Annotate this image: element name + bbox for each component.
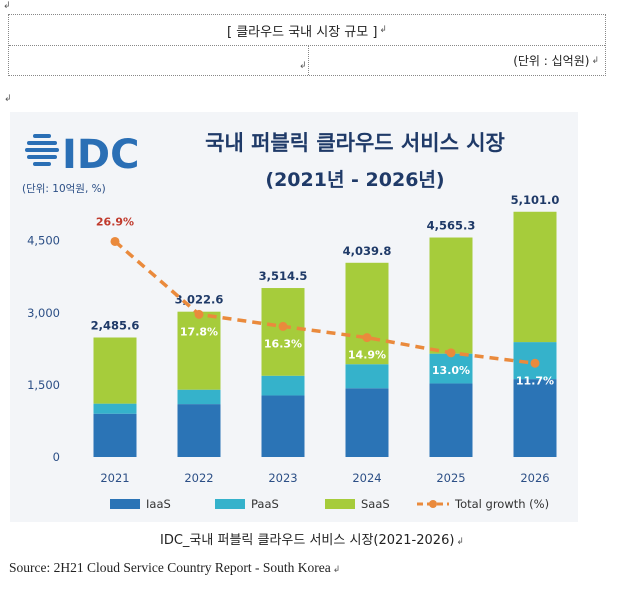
growth-point [194, 309, 204, 319]
source-line: Source: 2H21 Cloud Service Country Repor… [9, 560, 340, 576]
x-tick-label: 2021 [100, 471, 129, 485]
y-left-tick-label: 4,500 [27, 234, 60, 248]
table-title-cell: [ 클라우드 국내 시장 규모 ] ↲ [9, 15, 605, 46]
legend-growth-label: Total growth (%) [454, 497, 549, 511]
growth-label: 13.0% [432, 364, 470, 377]
x-tick-label: 2023 [268, 471, 297, 485]
legend-iaas-label: IaaS [146, 497, 171, 511]
idc-logo-stripe [25, 148, 59, 152]
bar-saas [261, 288, 305, 376]
growth-point [446, 348, 456, 358]
idc-logo-text: IDC [62, 132, 139, 178]
paragraph-mark: ↲ [379, 25, 387, 35]
x-tick-label: 2025 [436, 471, 465, 485]
growth-label: 14.9% [348, 349, 386, 362]
bar-total-label: 3,514.5 [259, 269, 308, 283]
idc-logo-stripe [33, 134, 51, 138]
legend-growth-marker [429, 500, 437, 508]
bar-saas [93, 337, 137, 404]
bar-total-label: 4,039.8 [343, 244, 392, 258]
y-left-tick-label: 1,500 [27, 378, 60, 392]
legend-paas-label: PaaS [251, 497, 279, 511]
growth-label: 16.3% [264, 337, 302, 350]
chart-svg: IDC 국내 퍼블릭 클라우드 서비스 시장 (2021년 - 2026년) (단위:… [22, 131, 601, 511]
bar-total-label: 5,101.0 [511, 193, 560, 207]
idc-logo-stripe [27, 155, 57, 159]
idc-chart-figure: IDC 국내 퍼블릭 클라우드 서비스 시장 (2021년 - 2026년) (단위:… [10, 112, 601, 522]
paragraph-mark: ↲ [4, 94, 12, 104]
growth-point [278, 321, 288, 331]
bar-iaas [345, 388, 389, 457]
legend-iaas-swatch [110, 499, 140, 509]
growth-label: 26.9% [96, 215, 134, 228]
table-title: [ 클라우드 국내 시장 규모 ] [227, 24, 378, 40]
bar-total-label: 2,485.6 [91, 319, 140, 333]
table-unit-cell: (단위 : 십억원) ↲ [309, 46, 605, 75]
bar-iaas [93, 413, 137, 457]
bar-iaas [261, 395, 305, 457]
idc-logo-stripe [33, 162, 51, 166]
bar-iaas [429, 383, 473, 457]
idc-logo-stripe [27, 141, 57, 145]
title-table: [ 클라우드 국내 시장 규모 ] ↲ ↲ (단위 : 십억원) ↲ [8, 14, 606, 76]
growth-point [110, 236, 120, 246]
bar-saas [513, 211, 557, 343]
source-text: Source: 2H21 Cloud Service Country Repor… [9, 560, 331, 575]
growth-label: 11.7% [516, 374, 554, 387]
bar-total-label: 3,022.6 [175, 293, 224, 307]
figure-caption: IDC_국내 퍼블릭 클라우드 서비스 시장(2021-2026) ↲ [0, 529, 624, 548]
x-tick-label: 2024 [352, 471, 381, 485]
growth-point [362, 333, 372, 343]
x-tick-label: 2022 [184, 471, 213, 485]
legend-paas-swatch [215, 499, 245, 509]
unit-label: (단위: 10억원, %) [22, 182, 106, 195]
table-empty-cell: ↲ [9, 46, 309, 75]
growth-label: 17.8% [180, 325, 218, 338]
bar-total-label: 4,565.3 [427, 219, 476, 233]
chart-title: 국내 퍼블릭 클라우드 서비스 시장 [205, 131, 505, 155]
growth-line [113, 240, 536, 365]
caption-text: IDC_국내 퍼블릭 클라우드 서비스 시장(2021-2026) [160, 533, 455, 548]
y-left-tick-label: 3,000 [27, 306, 60, 320]
x-tick-label: 2026 [520, 471, 549, 485]
bar-paas [177, 389, 221, 405]
bar-iaas [513, 379, 557, 457]
table-unit: (단위 : 십억원) [513, 54, 590, 68]
bar-saas [177, 311, 221, 390]
paragraph-mark: ↲ [591, 55, 599, 66]
growth-point [530, 358, 540, 368]
bar-paas [93, 403, 137, 414]
y-left-tick-label: 0 [53, 450, 60, 464]
paragraph-mark: ↲ [3, 1, 11, 11]
bar-paas [261, 375, 305, 396]
paragraph-mark: ↲ [299, 61, 307, 71]
chart-subtitle: (2021년 - 2026년) [265, 169, 444, 191]
paragraph-mark: ↲ [456, 537, 464, 547]
bar-saas [345, 262, 389, 365]
bar-iaas [177, 404, 221, 457]
legend-saas-swatch [325, 499, 355, 509]
bar-paas [429, 353, 473, 384]
paragraph-mark: ↲ [332, 564, 341, 574]
legend-saas-label: SaaS [361, 497, 390, 511]
bar-paas [345, 364, 389, 389]
bar-saas [429, 237, 473, 354]
